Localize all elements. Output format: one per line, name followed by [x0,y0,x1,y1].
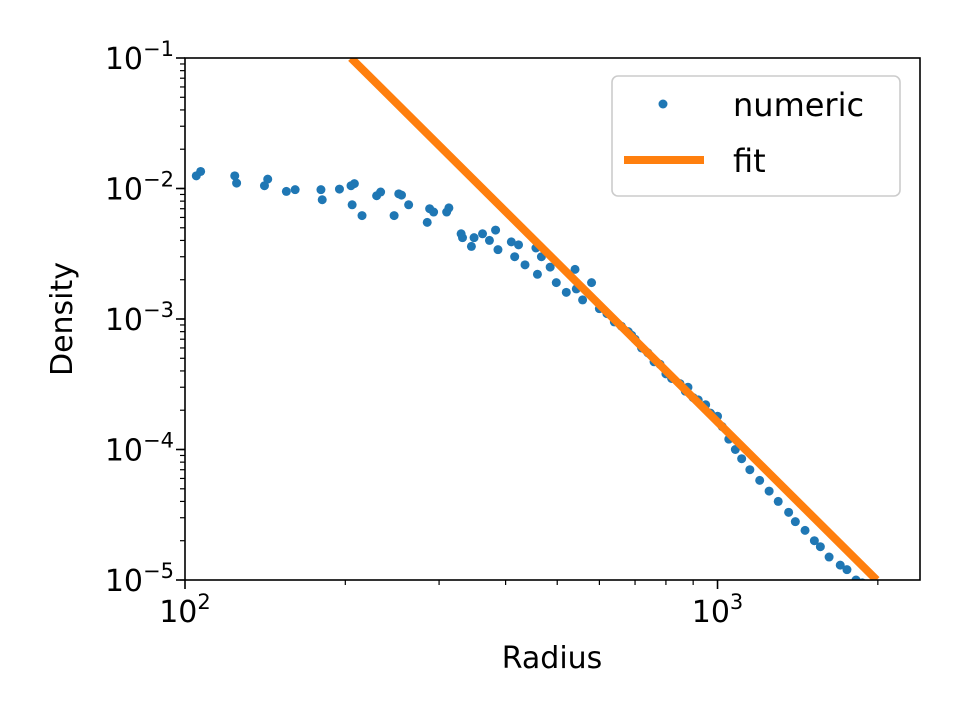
numeric-point [491,225,501,235]
numeric-point [532,269,542,279]
x-axis-ticks: 102 103 [159,580,879,630]
legend-numeric-marker [658,99,668,109]
numeric-point [842,565,852,575]
numeric-point [347,200,357,210]
numeric-point [514,240,524,250]
legend-box [611,75,901,197]
numeric-point [232,178,242,188]
numeric-point [520,260,530,270]
numeric-point [551,278,561,288]
numeric-point [290,185,300,195]
x-tick-label: 103 [692,590,744,630]
numeric-point [349,179,359,189]
numeric-point [357,211,367,221]
numeric-point [561,287,571,297]
numeric-point [196,166,206,176]
x-axis-label: Radius [502,641,603,676]
numeric-point [444,203,454,213]
numeric-point [570,264,580,274]
legend: numeric fit [611,75,901,197]
numeric-point [230,171,240,181]
numeric-point [809,536,819,546]
numeric-point [510,252,520,262]
plot-area [191,58,880,580]
fit-line [348,58,880,580]
numeric-point [493,245,503,255]
numeric-point [478,229,488,239]
numeric-point [422,217,432,227]
numeric-point [404,200,414,210]
numeric-point [484,235,494,245]
y-axis-label: Density [45,262,80,376]
y-tick-label: 10−5 [105,559,174,599]
numeric-point [851,575,861,580]
numeric-point [469,233,479,243]
numeric-point [281,186,291,196]
numeric-point [737,454,747,464]
y-tick-label: 10−3 [105,298,174,338]
y-tick-label: 10−2 [105,168,174,208]
numeric-point [784,507,794,517]
numeric-point [790,517,800,527]
numeric-point [396,190,406,200]
numeric-point [334,184,344,194]
legend-fit-label: fit [733,142,766,180]
numeric-point [755,475,765,485]
numeric-point [578,295,588,305]
numeric-point [458,233,468,243]
numeric-point [800,525,810,535]
legend-numeric-label: numeric [733,86,864,124]
numeric-point [824,552,834,562]
numeric-point [429,207,439,217]
numeric-point [773,496,783,506]
numeric-point [545,262,555,272]
numeric-point [745,465,755,475]
numeric-point [317,195,327,205]
numeric-point [376,187,386,197]
y-tick-label: 10−4 [105,429,174,469]
numeric-point [316,185,326,195]
y-tick-label: 10−1 [105,37,174,77]
numeric-point [263,174,273,184]
numeric-point [389,211,399,221]
y-axis-ticks: 10−1 10−2 10−3 10−4 10−5 [105,37,185,599]
numeric-point [764,486,774,496]
numeric-point [466,241,476,251]
numeric-point [815,542,825,552]
numeric-point [587,278,597,288]
numeric-point [506,237,516,247]
x-tick-label: 102 [159,590,211,630]
numeric-point [835,560,845,570]
